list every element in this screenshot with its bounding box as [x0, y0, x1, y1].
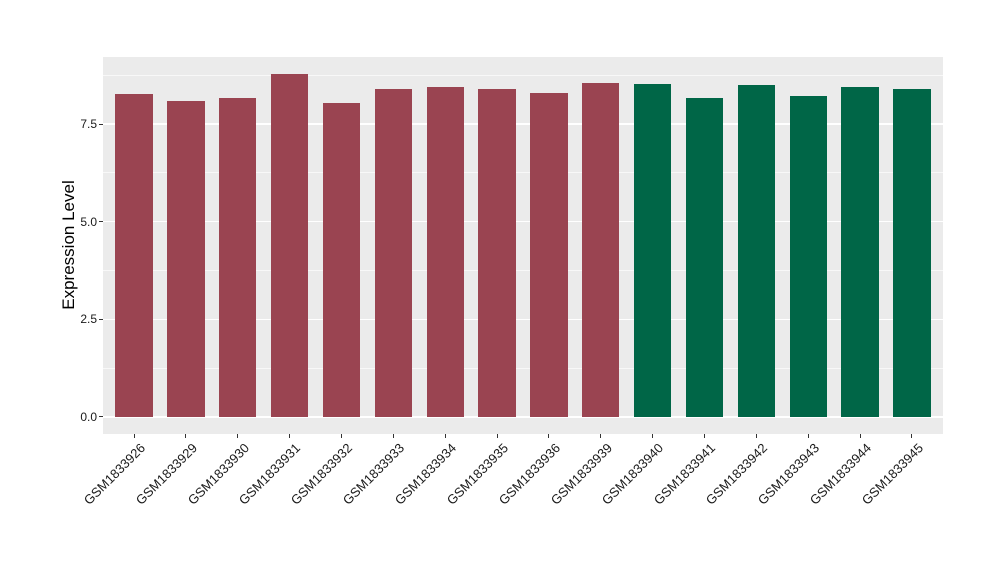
x-tick	[600, 434, 602, 438]
gridline-major	[103, 123, 943, 125]
bar-GSM1833929	[167, 100, 205, 417]
y-tick-label: 2.5	[80, 312, 97, 327]
x-tick	[496, 434, 498, 438]
gridline-major	[103, 318, 943, 320]
bar-GSM1833934	[426, 87, 464, 417]
bar-GSM1833932	[322, 103, 361, 417]
x-tick	[755, 434, 757, 438]
bar-GSM1833933	[374, 89, 413, 417]
y-tick-label: 7.5	[80, 117, 97, 132]
y-tick	[99, 221, 103, 223]
bar-GSM1833942	[737, 84, 775, 417]
bar-GSM1833940	[633, 83, 672, 417]
x-tick	[703, 434, 705, 438]
bar-GSM1833936	[530, 92, 568, 417]
y-tick-label: 0.0	[80, 409, 97, 424]
x-tick	[133, 434, 135, 438]
x-tick	[444, 434, 446, 438]
gridline-minor	[103, 367, 943, 369]
bar-GSM1833945	[893, 89, 931, 417]
y-tick	[99, 318, 103, 320]
bar-GSM1833944	[841, 86, 879, 417]
bar-GSM1833935	[478, 88, 516, 417]
x-tick	[807, 434, 809, 438]
x-tick	[185, 434, 187, 438]
gridline-minor	[103, 74, 943, 76]
x-tick	[911, 434, 913, 438]
plot-panel	[103, 57, 943, 434]
gridline-minor	[103, 172, 943, 174]
gridline-major	[103, 220, 943, 223]
y-axis-title: Expression Level	[59, 180, 78, 310]
x-tick	[237, 434, 239, 438]
x-tick	[289, 434, 291, 438]
y-tick	[99, 416, 103, 418]
y-tick-label: 5.0	[80, 214, 97, 229]
bar-GSM1833939	[582, 83, 620, 417]
x-tick	[341, 434, 343, 438]
bar-GSM1833941	[685, 98, 724, 417]
y-tick	[99, 123, 103, 125]
x-tick	[859, 434, 861, 438]
x-tick	[392, 434, 394, 438]
bar-GSM1833926	[115, 94, 153, 417]
x-tick	[652, 434, 654, 438]
bar-GSM1833931	[271, 74, 309, 417]
gridline-minor	[103, 269, 943, 271]
bar-GSM1833943	[789, 95, 827, 417]
gridline-major	[103, 416, 943, 418]
bar-GSM1833930	[219, 98, 257, 417]
x-tick	[548, 434, 550, 438]
